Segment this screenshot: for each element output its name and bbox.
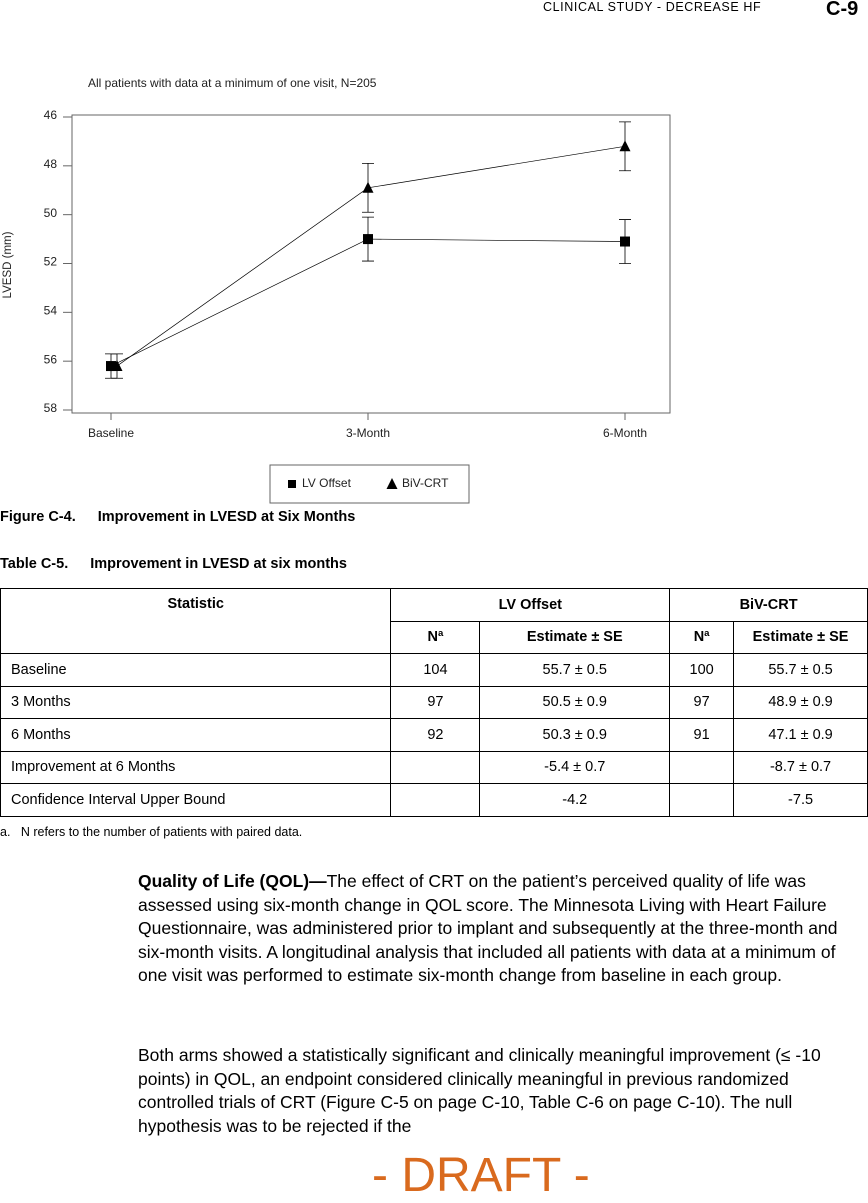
table-cell: [669, 783, 735, 817]
paragraph-lead: Quality of Life (QOL)—: [138, 871, 327, 891]
column-subheader: Nª: [390, 620, 481, 654]
y-tick-label: 50: [44, 206, 58, 220]
y-tick-label: 52: [44, 255, 58, 269]
table-cell: 3 Months: [0, 685, 392, 719]
table-cell: 104: [390, 653, 481, 687]
table-cell: 50.5 ± 0.9: [479, 685, 671, 719]
figure-title: Improvement in LVESD at Six Months: [97, 509, 356, 525]
table-cell: 55.7 ± 0.5: [479, 653, 671, 687]
legend-marker: [386, 478, 398, 489]
table-cell: Confidence Interval Upper Bound: [0, 783, 392, 817]
table-cell: [390, 783, 481, 817]
paragraph-text: The effect of CRT on the patient’s perce…: [138, 871, 838, 985]
marker: [363, 234, 373, 245]
y-tick-label: 48: [44, 157, 58, 171]
table-cell: 6 Months: [0, 718, 392, 752]
footnote: a. N refers to the number of patients wi…: [0, 825, 303, 839]
y-tick-label: 46: [44, 108, 58, 122]
paragraph-text: Both arms showed a statistically signifi…: [138, 1045, 821, 1136]
figure-caption: Figure C-4. Improvement in LVESD at Six M…: [0, 509, 355, 525]
legend-box: [269, 464, 470, 504]
plot-frame: [71, 114, 671, 414]
table-cell: -5.4 ± 0.7: [479, 750, 671, 784]
running-header: CLINICAL STUDY - DECREASE HF: [543, 0, 762, 14]
marker: [106, 361, 116, 372]
page-number: C-9: [826, 0, 859, 20]
table-cell: [390, 750, 481, 784]
table-label: Table C-5.: [0, 556, 69, 572]
table-cell: 47.1 ± 0.9: [733, 718, 868, 752]
marker: [620, 236, 630, 247]
y-axis-label: LVESD (mm): [2, 231, 14, 298]
table-cell: 100: [669, 653, 735, 687]
paragraph: Both arms showed a statistically signifi…: [138, 1044, 866, 1138]
y-tick-label: 58: [44, 401, 58, 415]
legend-label: LV Offset: [302, 476, 352, 490]
table-cell: Baseline: [0, 653, 392, 687]
table-title: Improvement in LVESD at six months: [90, 556, 347, 572]
table-cell: 92: [390, 718, 481, 752]
table-row: 6 Months 92 50.3 ± 0.9 91 47.1 ± 0.9: [0, 718, 868, 752]
data-table: Statistic LV Offset BiV-CRT Nª Estimate ± S…: [0, 588, 868, 817]
series-line: [116, 145, 626, 367]
table-cell: -8.7 ± 0.7: [733, 750, 868, 784]
table-cell: -7.5: [733, 783, 868, 817]
chart: All patients with data at a minimum of o…: [2, 76, 671, 504]
x-tick-label: 3-Month: [346, 426, 390, 440]
y-tick-label: 56: [44, 352, 58, 366]
chart-subtitle: All patients with data at a minimum of o…: [88, 76, 377, 90]
table-cell: 97: [669, 685, 735, 719]
table-cell: Improvement at 6 Months: [0, 750, 392, 784]
marker: [619, 140, 631, 152]
legend-marker: [288, 480, 296, 488]
column-header: LV Offset: [390, 588, 671, 622]
table-cell: 50.3 ± 0.9: [479, 718, 671, 752]
table-row: 3 Months 97 50.5 ± 0.9 97 48.9 ± 0.9: [0, 685, 868, 719]
column-header: Statistic: [0, 588, 392, 654]
table-cell: -4.2: [479, 783, 671, 817]
x-tick-label: Baseline: [88, 426, 134, 440]
table-caption: Table C-5. Improvement in LVESD at six mo…: [0, 556, 347, 572]
marker: [111, 360, 123, 372]
y-tick-label: 54: [44, 304, 58, 318]
table-cell: 91: [669, 718, 735, 752]
table-cell: 55.7 ± 0.5: [733, 653, 868, 687]
table-row: Improvement at 6 Months -5.4 ± 0.7 -8.7 ± …: [0, 750, 868, 784]
table-row: Baseline 104 55.7 ± 0.5 100 55.7 ± 0.5: [0, 653, 868, 687]
legend-label: BiV-CRT: [402, 476, 449, 490]
marker: [362, 181, 374, 193]
table-cell: 48.9 ± 0.9: [733, 685, 868, 719]
column-subheader: Estimate ± SE: [479, 620, 671, 654]
column-header: BiV-CRT: [669, 588, 868, 622]
paragraph: Quality of Life (QOL)—The effect of CRT …: [138, 870, 860, 988]
column-subheader: Nª: [669, 620, 735, 654]
table-cell: [669, 750, 735, 784]
column-subheader: Estimate ± SE: [733, 620, 868, 654]
table-cell: 97: [390, 685, 481, 719]
x-tick-label: 6-Month: [603, 426, 647, 440]
draft-watermark: - DRAFT -: [372, 1149, 590, 1202]
figure-label: Figure C-4.: [0, 509, 76, 525]
table-row: Confidence Interval Upper Bound -4.2 -7.5: [0, 783, 868, 817]
